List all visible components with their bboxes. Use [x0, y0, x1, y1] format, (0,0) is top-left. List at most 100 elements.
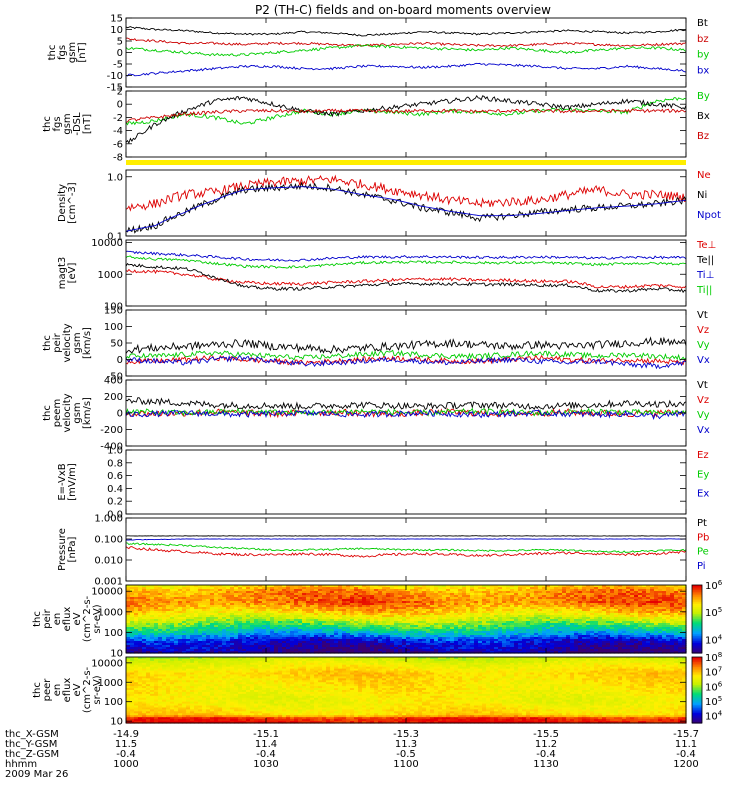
legend-temp-3: Ti||: [696, 285, 712, 296]
y-tick-label: 10000: [91, 238, 123, 249]
legend-fgs-2: by: [697, 50, 709, 61]
position-row-value: -15.7: [673, 729, 699, 740]
y-axis-label: [eV]: [67, 263, 78, 284]
y-axis-label: -DSL: [72, 112, 83, 136]
y-tick-label: 10000: [91, 587, 123, 598]
y-tick-label: 100: [104, 628, 123, 639]
series-fgs-0: [125, 26, 687, 37]
y-tick-label: 0.001: [94, 577, 123, 588]
y-axis-label: velocity: [62, 393, 73, 432]
y-axis-label: fgs: [57, 45, 68, 60]
series-pressure-2: [125, 542, 687, 553]
series-fgs-2: [125, 43, 687, 57]
series-peir_vel-2: [125, 349, 687, 361]
position-row-value: 1100: [393, 759, 418, 770]
position-footer: 2009 Mar 26 thc_X-GSM -14.9 -15.1 -15.3 -15.…: [5, 729, 699, 780]
position-row-value: 11.1: [675, 739, 697, 750]
position-row-value: 11.2: [535, 739, 557, 750]
y-axis-label: peir: [52, 332, 63, 352]
colorbar-tick: 105: [705, 606, 722, 619]
y-tick-label: 10: [110, 25, 123, 36]
series-pressure-3: [125, 538, 686, 541]
y-axis-label: [nPa]: [67, 536, 78, 562]
position-row-label: thc_Y-GSM: [5, 739, 57, 750]
series-fgs-3: [125, 62, 687, 77]
y-tick-label: 1.000: [94, 514, 123, 525]
y-axis-label: magt3: [57, 257, 68, 290]
panel-peir_vel: 150 100 50 0 -50 thc peir velocity gsm [km/s] Vt Vz…: [42, 306, 710, 383]
legend-temp-0: Te⊥: [696, 240, 716, 251]
y-axis-label: [km/s]: [82, 327, 93, 359]
series-density-2: [125, 186, 687, 232]
series-temp-2: [125, 250, 687, 262]
series-temp-3: [125, 255, 686, 269]
y-tick-label: -8: [113, 153, 123, 164]
legend-peem_vel-3: Vx: [697, 425, 710, 436]
position-row-value: 1000: [113, 759, 138, 770]
y-axis-label: velocity: [62, 323, 73, 362]
series-density-1: [125, 181, 687, 234]
date-label: 2009 Mar 26: [5, 769, 68, 780]
y-tick-label: 1000: [98, 270, 123, 281]
y-axis-label: eV: [72, 612, 83, 625]
position-row-label: hhmm: [5, 759, 37, 770]
legend-peir_vel-0: Vt: [697, 310, 708, 321]
y-tick-label: 0: [117, 409, 123, 420]
legend-temp-2: Ti⊥: [696, 270, 714, 281]
series-peem_vel-3: [125, 409, 687, 421]
y-tick-label: 10000: [91, 658, 123, 669]
y-axis-label: en: [52, 684, 63, 697]
flag-bar: [126, 160, 686, 165]
colorbar-tick: 104: [705, 710, 723, 723]
legend-pressure-1: Pb: [697, 532, 709, 543]
y-axis-label: sr-eV): [92, 675, 103, 704]
series-temp-1: [125, 262, 687, 294]
y-tick-label: -50: [107, 372, 123, 383]
y-axis-label: (cm^2-s-: [82, 666, 93, 713]
colorbar-tick: 108: [705, 651, 722, 664]
legend-density-2: Npot: [697, 210, 721, 221]
y-axis-label: en: [52, 613, 63, 626]
y-axis-label: thc: [42, 405, 53, 421]
y-tick-label: 0.8: [107, 458, 123, 469]
y-tick-label: 10: [110, 717, 123, 728]
position-row-value: 1030: [253, 759, 278, 770]
y-tick-label: -2: [113, 113, 123, 124]
y-axis-label: thc: [42, 116, 53, 132]
y-axis-label: sr-eV): [92, 604, 103, 633]
y-tick-label: 100: [104, 697, 123, 708]
series-peir_vel-3: [125, 354, 687, 370]
y-tick-label: 10: [110, 649, 123, 660]
y-axis-label: [nT]: [77, 42, 88, 62]
y-axis-label: E=-VxB: [57, 463, 68, 500]
legend-fgs_dsl-0: By: [697, 91, 710, 102]
position-row-value: -0.5: [396, 749, 416, 760]
y-tick-label: 0.010: [94, 556, 123, 567]
y-tick-label: 50: [110, 339, 123, 350]
panel-temp: 10000 1000 100 magt3 [eV] Te⊥ Te|| Ti⊥ Ti||: [57, 238, 716, 313]
y-tick-label: 1.0: [107, 446, 123, 457]
y-axis-label: [nT]: [82, 114, 93, 134]
y-axis-label: peer: [42, 678, 53, 702]
y-tick-label: 1000: [98, 607, 123, 618]
position-row-value: 1130: [533, 759, 558, 770]
legend-fgs-0: Bt: [697, 18, 708, 29]
panel-peir_spec: 106 105 104 10000 1000 100 10 thc peir en eflux eV(…: [32, 579, 723, 660]
y-tick-label: 0.2: [107, 497, 123, 508]
legend-efield-0: Ez: [697, 450, 709, 461]
y-axis-label: Density: [57, 184, 68, 222]
legend-pressure-0: Pt: [697, 518, 707, 529]
position-row-label: thc_X-GSM: [5, 729, 59, 740]
y-tick-label: -15: [107, 83, 123, 94]
series-peir_vel-0: [125, 336, 687, 354]
y-axis-label: [mV/m]: [67, 463, 78, 501]
position-row-value: 1200: [673, 759, 698, 770]
legend-peir_vel-2: Vy: [697, 340, 710, 351]
panel-efield: 1.00.8 0.6 0.4 0.2 0.0 E=-VxB [mV/m] Ez Ey Ex: [57, 446, 709, 521]
series-fgs_dsl-0: [125, 97, 687, 126]
y-tick-label: -4: [113, 126, 123, 137]
y-axis-label: peir: [42, 608, 53, 628]
panel-flag: [126, 160, 686, 165]
